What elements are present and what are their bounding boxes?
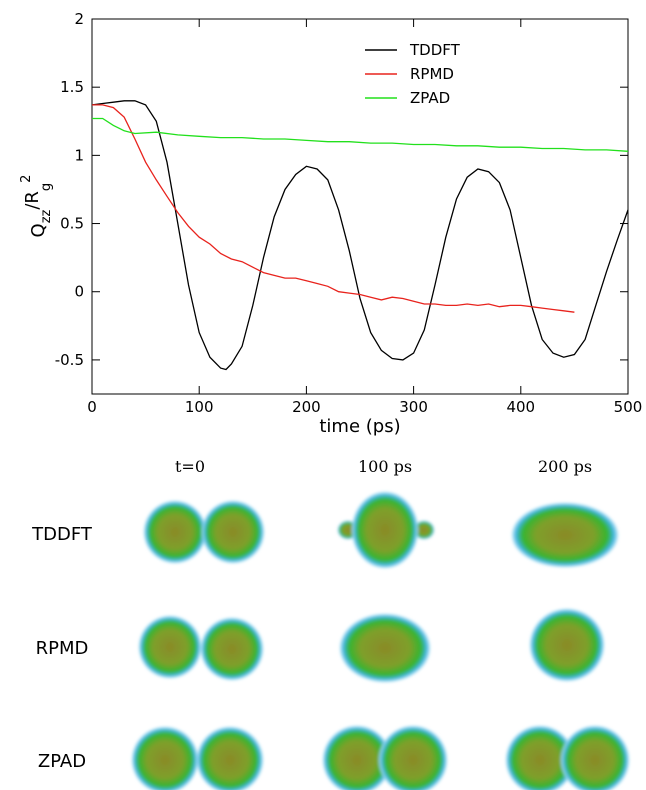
column-label: t=0 [175, 457, 205, 476]
x-tick-label: 0 [87, 398, 97, 416]
legend-label: ZPAD [410, 89, 450, 107]
y-axis-label-part: g [39, 183, 54, 191]
y-axis-label-part: 2 [19, 175, 34, 183]
column-label: 200 ps [538, 457, 592, 476]
snapshots [132, 492, 629, 790]
y-tick-label: 1 [74, 146, 84, 164]
x-axis-label: time (ps) [319, 416, 400, 437]
x-tick-label: 500 [614, 398, 643, 416]
y-axis-label: Qzz/Rg2 [19, 175, 54, 238]
y-tick-label: -0.5 [55, 351, 84, 369]
row-label: ZPAD [38, 751, 86, 772]
x-tick-label: 100 [185, 398, 214, 416]
x-tick-label: 400 [506, 398, 535, 416]
row-label: RPMD [36, 638, 89, 659]
legend-label: TDDFT [409, 41, 461, 59]
row-label: TDDFT [31, 524, 93, 545]
y-axis-label-part: zz [39, 209, 54, 223]
series-line [92, 117, 629, 152]
y-axis-label-part: /R [22, 191, 43, 210]
series-line [92, 104, 575, 313]
column-label: 100 ps [358, 457, 412, 476]
y-tick-label: 0.5 [60, 215, 84, 233]
y-tick-label: 1.5 [60, 78, 84, 96]
plot-frame [91, 18, 629, 395]
x-tick-label: 300 [399, 398, 428, 416]
y-axis-label-part: Q [28, 223, 49, 237]
series-line [91, 100, 629, 371]
legend-label: RPMD [410, 65, 454, 83]
y-tick-label: 2 [74, 10, 84, 28]
x-tick-label: 200 [292, 398, 321, 416]
y-tick-label: 0 [74, 283, 84, 301]
